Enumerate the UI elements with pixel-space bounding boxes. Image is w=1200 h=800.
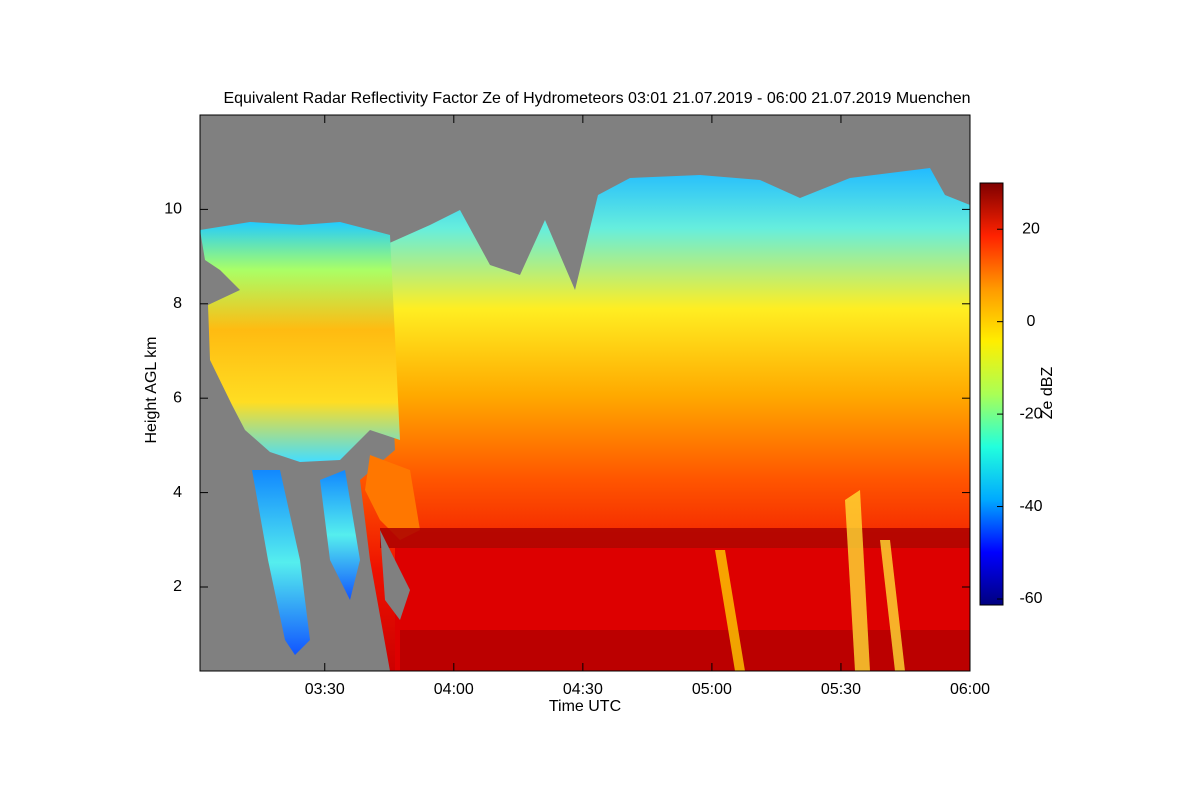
y-tick-label: 2: [173, 578, 182, 595]
y-tick-label: 8: [173, 295, 182, 312]
y-axis-label: Height AGL km: [143, 336, 160, 443]
y-tick-label: 10: [164, 201, 182, 218]
x-tick-label: 03:30: [305, 681, 345, 698]
colorbar-label: Ze dBZ: [1039, 367, 1056, 420]
chart-title: Equivalent Radar Reflectivity Factor Ze …: [223, 90, 970, 107]
colorbar-tick-label: 0: [1027, 313, 1036, 330]
colorbar-tick-label: -60: [1019, 590, 1042, 607]
x-tick-label: 06:00: [950, 681, 990, 698]
x-tick-label: 04:00: [434, 681, 474, 698]
colorbar-tick-label: 20: [1022, 220, 1040, 237]
heatmap-field: [200, 115, 970, 671]
y-tick-label: 4: [173, 484, 182, 501]
x-axis-label: Time UTC: [549, 698, 621, 715]
y-tick-label: 6: [173, 389, 182, 406]
colorbar: [979, 182, 1004, 606]
x-tick-label: 05:00: [692, 681, 732, 698]
x-tick-label: 04:30: [563, 681, 603, 698]
colorbar-tick-label: -20: [1019, 405, 1042, 422]
x-tick-label: 05:30: [821, 681, 861, 698]
colorbar-tick-label: -40: [1019, 498, 1042, 515]
plot-frame: [199, 114, 971, 672]
